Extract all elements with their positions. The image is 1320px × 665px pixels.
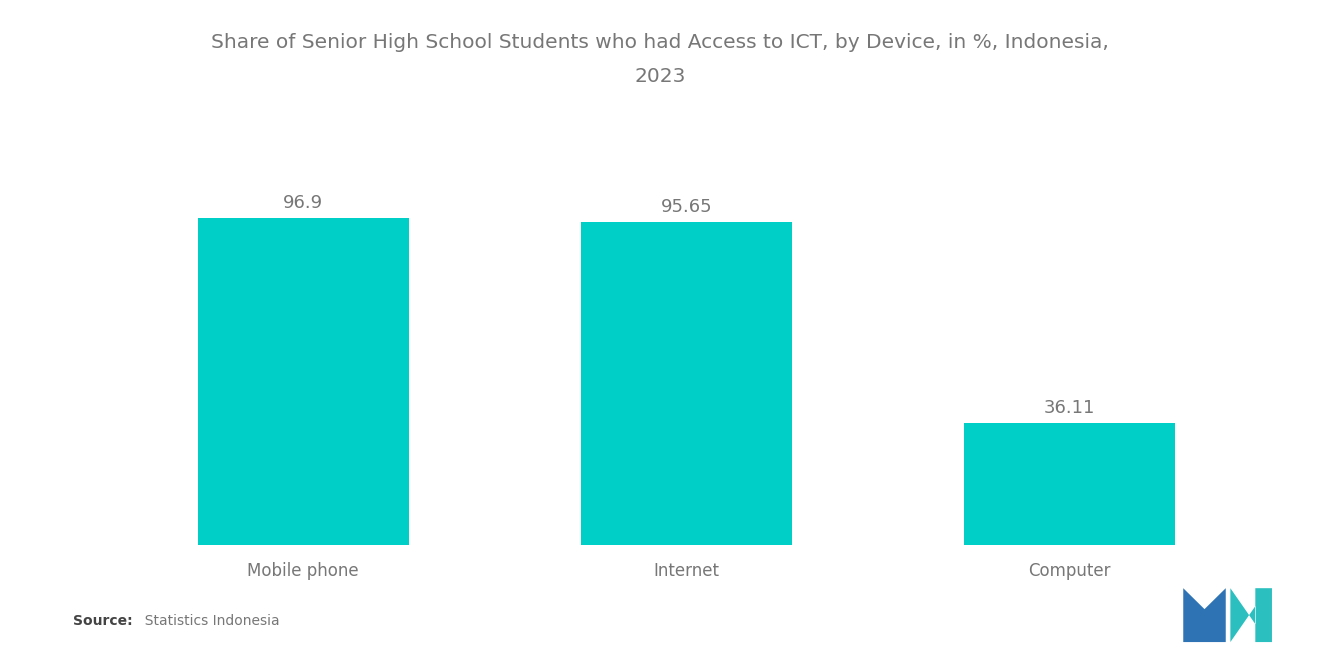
Polygon shape (1183, 589, 1226, 642)
Bar (581, 222, 792, 545)
Polygon shape (1230, 589, 1272, 642)
Bar (198, 217, 409, 545)
Bar (964, 423, 1175, 545)
Text: 2023: 2023 (635, 66, 685, 86)
Text: Source:: Source: (73, 614, 132, 628)
Text: 36.11: 36.11 (1044, 399, 1096, 417)
Text: 95.65: 95.65 (660, 198, 713, 215)
Text: Statistics Indonesia: Statistics Indonesia (136, 614, 280, 628)
Text: Share of Senior High School Students who had Access to ICT, by Device, in %, Ind: Share of Senior High School Students who… (211, 33, 1109, 53)
Text: 96.9: 96.9 (282, 194, 323, 211)
